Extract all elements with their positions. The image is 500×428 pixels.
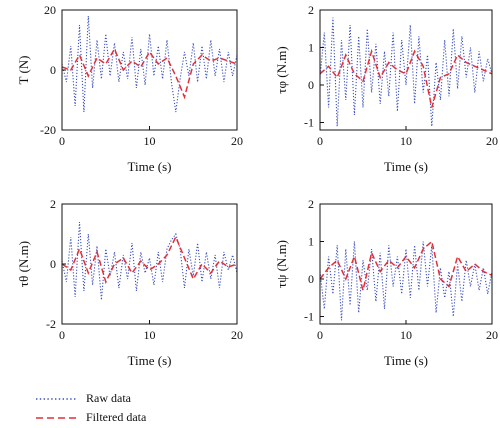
y-tick-label: 2 [50,197,56,211]
x-axis-label: Time (s) [384,159,428,174]
series-line-raw-0 [62,15,237,113]
y-tick-label: -2 [46,317,56,331]
y-tick-label: 0 [308,272,314,286]
x-tick-label: 10 [400,328,412,342]
x-tick-label: 20 [486,134,498,148]
y-tick-label: 2 [308,197,314,211]
series-line-raw-2 [62,221,237,301]
y-tick-label: 2 [308,3,314,17]
x-tick-label: 0 [59,134,65,148]
y-tick-label: -20 [40,123,56,137]
x-tick-label: 0 [59,328,65,342]
y-tick-label: 20 [44,3,56,17]
x-tick-label: 10 [144,134,156,148]
x-axis-label: Time (s) [128,353,172,368]
y-tick-label: -1 [304,310,314,324]
y-axis-label: τψ (N.m) [274,240,289,288]
series-line-filtered-0 [62,47,237,100]
y-tick-label: 0 [50,63,56,77]
series-line-filtered-1 [320,48,492,108]
x-tick-label: 0 [317,328,323,342]
x-tick-label: 10 [400,134,412,148]
x-tick-label: 0 [317,134,323,148]
y-tick-label: 1 [308,41,314,55]
legend-label-raw: Raw data [86,391,131,405]
legend-label-filtered: Filtered data [86,410,147,424]
series-line-filtered-3 [320,240,492,291]
legend: Raw data Filtered data [34,389,146,427]
legend-item-filtered: Filtered data [34,408,146,427]
legend-swatch-raw [36,397,76,400]
x-tick-label: 10 [144,328,156,342]
series-line-filtered-2 [62,235,237,285]
series-line-raw-1 [320,17,492,127]
y-tick-label: -1 [304,116,314,130]
y-axis-label: τθ (N.m) [16,241,31,287]
y-axis-label: T (N) [16,55,31,84]
y-tick-label: 0 [308,78,314,92]
x-axis-label: Time (s) [128,159,172,174]
plot-frame-1 [319,9,493,131]
y-tick-label: 0 [50,257,56,271]
legend-swatch-filtered [36,416,76,419]
legend-item-raw: Raw data [34,389,146,408]
plot-frame-0 [61,9,238,131]
series-line-raw-3 [320,241,492,321]
y-axis-label: τφ (N.m) [274,46,289,93]
x-tick-label: 20 [231,134,243,148]
x-tick-label: 20 [231,328,243,342]
x-tick-label: 20 [486,328,498,342]
x-axis-label: Time (s) [384,353,428,368]
y-tick-label: 1 [308,235,314,249]
plot-frame-2 [61,203,238,325]
